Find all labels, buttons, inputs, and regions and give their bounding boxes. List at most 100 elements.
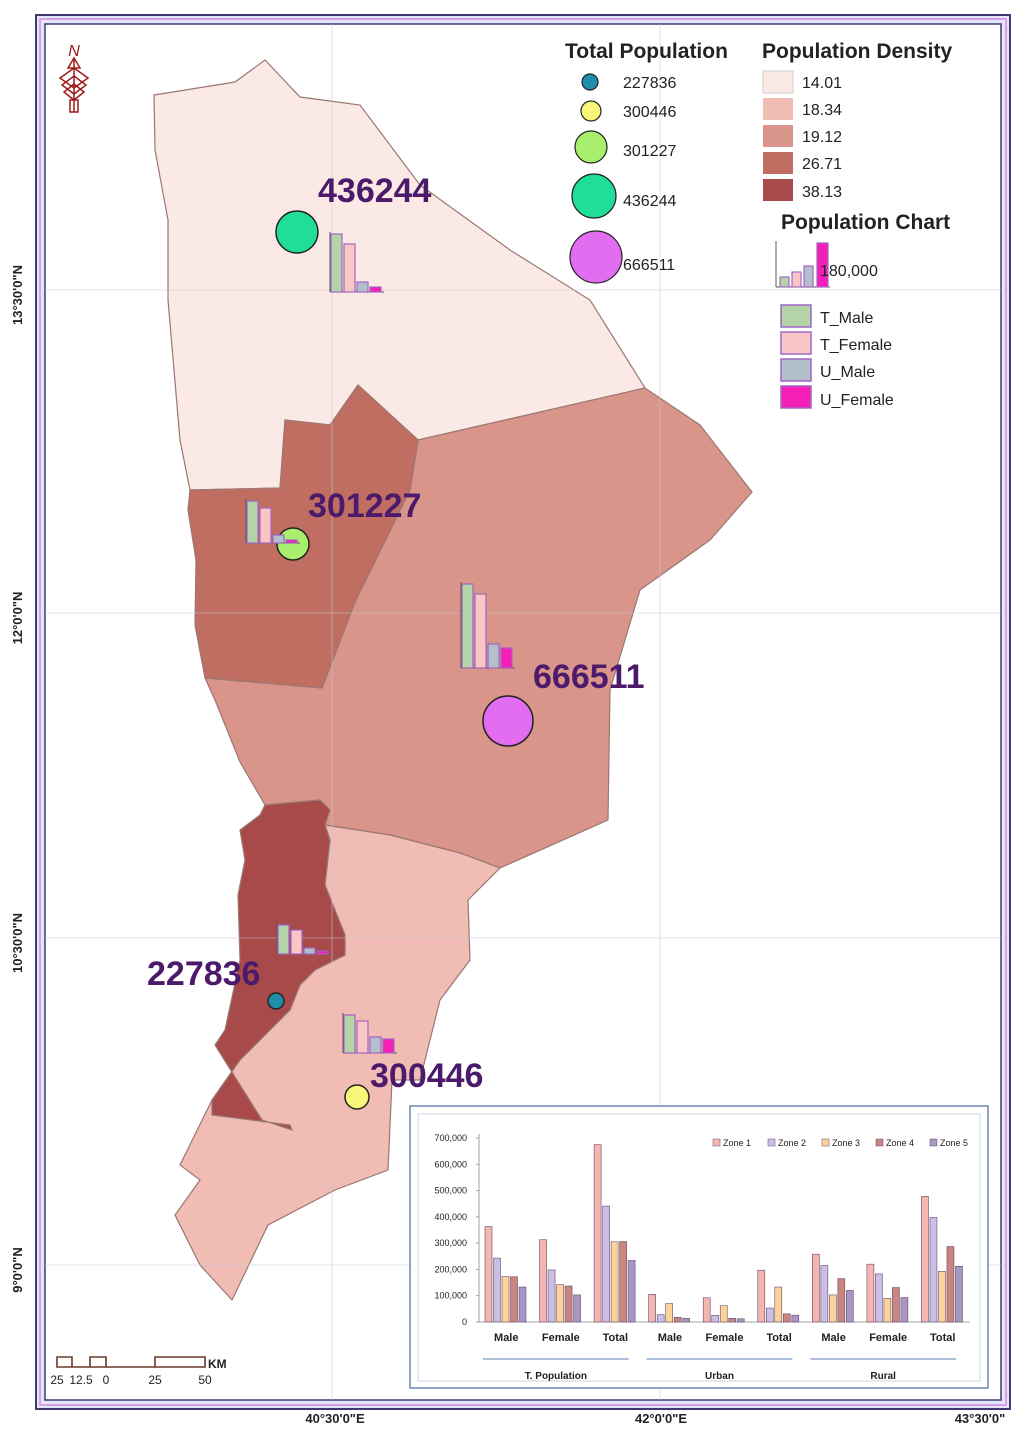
y-tick-label: 700,000 [434,1133,467,1143]
bar-zone-2-2 [547,1269,556,1323]
bar-zone-5-6 [791,1314,800,1323]
chart-legend-swatch [767,1138,776,1147]
bar-zone-5-9 [955,1265,963,1323]
series-swatch-3 [780,358,812,382]
map-label-436244: 436244 [318,172,432,210]
legend-density-title: Population Density [762,40,953,63]
mini-chart-4 [276,923,331,955]
bar-zone-4-1 [510,1276,518,1323]
mini-chart-3-bar-3 [487,643,500,669]
bar-zone-4-3 [619,1241,627,1323]
bar-zone-5-1 [518,1286,527,1323]
bar-zone-4-4 [673,1316,682,1323]
map-label-666511: 666511 [533,658,645,696]
bar-zone-1-6 [757,1269,766,1323]
bar-zone-3-8 [883,1298,892,1323]
bar-zone-4-5 [728,1318,737,1323]
density-swatch-2 [763,98,793,120]
bar-zone-1-9 [921,1196,929,1323]
inset-chart-frame [409,1105,989,1389]
legend-circle-5 [569,230,623,284]
chart-legend-swatch [929,1138,938,1147]
mini-chart-5-bar-3 [369,1036,382,1054]
mini-charts [245,232,515,1054]
circle-300446 [344,1084,370,1110]
scale-unit: KM [208,1357,227,1371]
mini-chart-2 [245,499,300,544]
legend-pop-item-4: 436244 [623,193,676,210]
bar-zone-2-1 [493,1257,501,1323]
category-label: Total [603,1332,628,1344]
y-tick-label: 0 [462,1317,467,1327]
chart-legend-swatch [875,1138,884,1147]
bar-zone-1-2 [539,1239,547,1323]
scale-tick-1: 25 [50,1373,64,1387]
mini-chart-4-bar-3 [303,947,316,955]
mini-chart-3-bar-2 [474,593,487,669]
y-tick-label: 600,000 [434,1159,467,1169]
circle-436244 [275,210,319,254]
category-label: Male [494,1332,518,1344]
series-swatch-2 [780,331,812,355]
mini-chart-1-bar-4 [369,286,382,293]
inset-chart: 0 100,000 200,000 300,000 400,000 500,000 600,… [409,1105,989,1389]
series-label-3: U_Male [820,364,875,381]
north-arrow-letter: N [68,43,80,60]
lat-label-1: 13°30'0"N [10,265,25,325]
series-label-1: T_Male [820,310,873,327]
map-label-301227: 301227 [308,487,421,525]
mini-chart-1-bar-1 [330,233,343,293]
y-tick-label: 400,000 [434,1212,467,1222]
mini-chart-2-bar-2 [259,507,272,544]
bar-zone-4-7 [837,1278,846,1323]
mini-chart-1-bar-3 [356,281,369,293]
coordinate-labels: 13°30'0"N 12°0'0"N 10°30'0"N 9°0'0"N 40°… [10,265,1005,1426]
legend-chart-title: Population Chart [781,211,950,234]
legend-population-density: Population Density 14.01 18.34 19.12 26.… [762,40,953,201]
legend-total-population-title: Total Population [565,40,728,63]
scale-tick-2: 12.5 [69,1373,93,1387]
bar-zone-1-8 [866,1263,875,1323]
legend-circle-1 [581,73,599,91]
chart-legend-label: Zone 1 [723,1138,751,1148]
mini-chart-3 [460,582,515,669]
density-swatch-4 [763,152,793,174]
mini-chart-5-bar-4 [382,1038,395,1054]
scale-tick-4: 25 [148,1373,162,1387]
mini-chart-2-bar-3 [272,534,285,544]
bar-zone-5-8 [900,1297,909,1323]
density-item-2: 18.34 [802,102,842,119]
legend-chart-value: 180,000 [820,263,878,280]
north-arrow-icon: N [58,43,90,113]
mini-chart-4-bar-2 [290,929,303,955]
series-swatch-4 [780,385,812,409]
circle-227836 [267,992,285,1010]
bar-zone-3-5 [719,1305,728,1323]
group-label: Urban [705,1371,734,1382]
lat-label-2: 12°0'0"N [10,592,25,645]
chart-legend-label: Zone 4 [886,1138,914,1148]
mini-chart-3-bar-1 [461,583,474,669]
mini-chart-5 [342,1013,397,1054]
category-label: Total [766,1332,791,1344]
lon-label-2: 42°0'0"E [635,1411,687,1426]
mini-chart-1-bar-2 [343,243,356,293]
bar-zone-2-3 [602,1205,610,1323]
density-swatch-3 [763,125,793,147]
mini-chart-4-bar-1 [277,924,290,955]
bar-zone-3-1 [501,1276,510,1323]
bar-zone-4-2 [564,1285,573,1323]
zone-south-west [211,799,346,1131]
legend-pop-item-3: 301227 [623,143,676,160]
map-value-labels: 436244 301227 666511 227836 300446 [147,172,645,1095]
bar-zone-2-9 [929,1217,938,1323]
density-item-4: 26.71 [802,156,842,173]
bar-zone-2-4 [656,1314,665,1323]
category-label: Female [869,1332,907,1344]
circle-666511 [482,695,534,747]
chart-legend-label: Zone 5 [940,1138,968,1148]
bar-zone-2-6 [765,1307,774,1323]
category-label: Female [542,1332,580,1344]
bar-zone-3-3 [610,1241,619,1323]
legend-population-chart: Population Chart 180,000 T_Male T_Female… [775,211,950,409]
